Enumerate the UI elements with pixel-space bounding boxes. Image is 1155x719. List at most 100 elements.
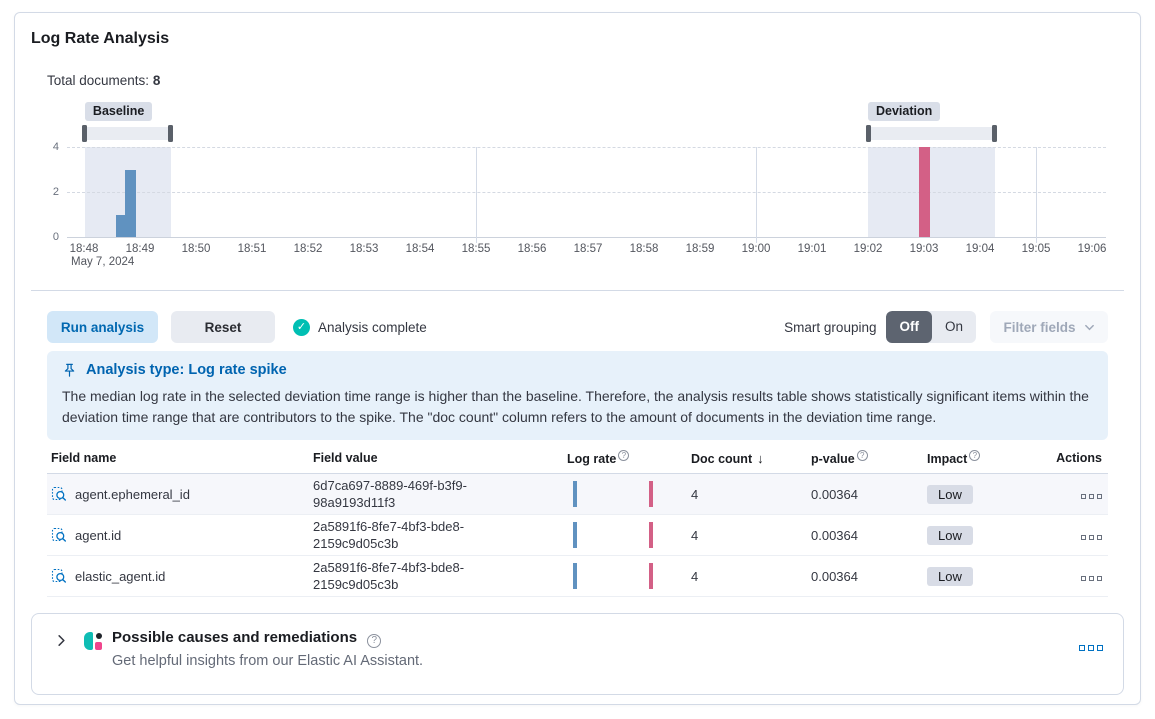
field-name: agent.ephemeral_id: [75, 486, 190, 502]
field-name: elastic_agent.id: [75, 568, 166, 584]
run-analysis-button[interactable]: Run analysis: [47, 311, 158, 343]
impact-cell: Low: [927, 566, 1037, 586]
filter-field-icon: [51, 569, 66, 583]
impact-badge: Low: [927, 525, 973, 545]
column-header-impact[interactable]: Impact?: [927, 450, 1037, 466]
impact-badge: Low: [927, 484, 973, 504]
field-name-cell[interactable]: agent.ephemeral_id: [47, 486, 313, 502]
x-axis-label: 18:58: [629, 243, 659, 255]
callout-body: The median log rate in the selected devi…: [62, 388, 1089, 425]
column-header-p-value[interactable]: p-value?: [811, 450, 927, 466]
field-name-cell[interactable]: elastic_agent.id: [47, 568, 313, 584]
x-axis-label: 19:02: [853, 243, 883, 255]
gridline-x-19:00: [756, 147, 757, 243]
field-name-cell[interactable]: agent.id: [47, 527, 313, 543]
elastic-ai-assistant-icon: [84, 632, 102, 651]
ai-assistant-panel: Possible causes and remediations ? Get h…: [31, 613, 1124, 696]
x-axis-label: 19:00: [741, 243, 771, 255]
deviation-brush[interactable]: [868, 127, 995, 140]
row-actions-icon[interactable]: [1081, 534, 1102, 540]
page-title: Log Rate Analysis: [31, 30, 170, 47]
column-header-log-rate[interactable]: Log rate?: [567, 450, 691, 466]
log-rate-deviation-bar: [649, 522, 653, 549]
help-icon[interactable]: ?: [367, 634, 382, 649]
field-value: 2a5891f6-8fe7-4bf3-bde8-2159c9d05c3b: [313, 519, 465, 552]
filter-field-icon: [51, 528, 66, 542]
total-documents: Total documents: 8: [47, 73, 1108, 88]
help-icon: ?: [618, 450, 630, 461]
y-axis-label: 0: [52, 231, 59, 243]
field-value: 6d7ca697-8889-469f-b3f9-98a9193d11f3: [313, 478, 467, 511]
p-value-cell: 0.00364: [811, 527, 858, 543]
deviation-bar: [919, 147, 930, 237]
field-value-cell: 2a5891f6-8fe7-4bf3-bde8-2159c9d05c3b: [313, 518, 567, 552]
p-value-cell: 0.00364: [811, 568, 858, 584]
gridline-y-4: [67, 147, 1106, 148]
field-value-cell: 2a5891f6-8fe7-4bf3-bde8-2159c9d05c3b: [313, 559, 567, 593]
smart-grouping-label: Smart grouping: [784, 319, 877, 335]
x-axis-label: 18:55: [461, 243, 491, 255]
deviation-badge: Deviation: [868, 102, 941, 121]
table-body: agent.ephemeral_id 6d7ca697-8889-469f-b3f…: [47, 474, 1108, 598]
chevron-right-icon: [58, 635, 65, 647]
log-rate-deviation-bar: [649, 563, 653, 590]
log-rate-deviation-bar: [649, 481, 653, 508]
document-count-chart: 0 2 4 Baseline Deviation 18:48 18:49 18:50 18:51…: [47, 102, 1108, 270]
ai-panel-title: Possible causes and remediations ?: [112, 628, 423, 649]
doc-count-cell: 4: [691, 527, 699, 543]
expand-panel-button[interactable]: [52, 631, 71, 653]
total-documents-label: Total documents:: [47, 73, 150, 88]
column-header-field-name[interactable]: Field name: [51, 451, 117, 466]
gridline-y-2: [67, 192, 1106, 193]
horizontal-divider: [31, 290, 1124, 291]
x-axis-label: 19:03: [909, 243, 939, 255]
column-header-actions: Actions: [1056, 451, 1102, 466]
check-circle-icon: ✓: [293, 318, 310, 336]
smart-grouping-off-button[interactable]: Off: [886, 311, 932, 343]
doc-count-cell: 4: [691, 486, 699, 502]
x-axis-label: 19:05: [1021, 243, 1051, 255]
sort-desc-icon: ↓: [757, 450, 764, 466]
baseline-badge: Baseline: [84, 102, 153, 121]
impact-badge: Low: [927, 566, 973, 586]
callout-title: Analysis type: Log rate spike: [86, 362, 287, 378]
y-axis-label: 2: [52, 186, 59, 198]
deviation-brush-handle-left[interactable]: [865, 125, 871, 142]
log-rate-cell: [567, 515, 691, 555]
filter-fields-button[interactable]: Filter fields: [990, 311, 1108, 343]
baseline-brush[interactable]: [84, 127, 171, 140]
x-axis-label: 18:54: [405, 243, 435, 255]
help-icon: ?: [969, 450, 981, 461]
row-actions-icon[interactable]: [1081, 493, 1102, 499]
field-name: agent.id: [75, 527, 122, 543]
smart-grouping-toggle: Off On: [886, 311, 976, 343]
column-header-field-value[interactable]: Field value: [313, 451, 378, 466]
log-rate-cell: [567, 556, 691, 596]
baseline-brush-handle-left[interactable]: [82, 125, 88, 142]
log-rate-baseline-bar: [573, 563, 577, 590]
panel-actions-icon[interactable]: [1079, 645, 1103, 652]
filter-field-icon: [51, 487, 66, 501]
x-axis-label: 18:48: [69, 243, 99, 255]
x-axis-label: 18:52: [293, 243, 323, 255]
row-actions-icon[interactable]: [1081, 575, 1102, 581]
analysis-status: ✓ Analysis complete: [293, 318, 427, 336]
analysis-status-label: Analysis complete: [318, 319, 427, 335]
table-row: agent.ephemeral_id 6d7ca697-8889-469f-b3f…: [47, 474, 1108, 516]
analysis-toolbar: Run analysis Reset ✓ Analysis complete S…: [47, 311, 1108, 343]
p-value-cell: 0.00364: [811, 486, 858, 502]
column-header-doc-count[interactable]: Doc count ↓: [691, 450, 764, 466]
log-rate-baseline-bar: [573, 481, 577, 508]
x-axis-date-label: May 7, 2024: [71, 256, 135, 268]
table-row: elastic_agent.id 2a5891f6-8fe7-4bf3-bde8-…: [47, 556, 1108, 598]
help-icon: ?: [856, 450, 868, 461]
table-header-row: Field name Field value Log rate? Doc cou…: [47, 450, 1108, 475]
x-axis-label: 19:06: [1077, 243, 1107, 255]
smart-grouping-on-button[interactable]: On: [944, 319, 963, 334]
baseline-brush-handle-right[interactable]: [168, 125, 174, 142]
pin-icon: [64, 363, 75, 377]
field-value: 2a5891f6-8fe7-4bf3-bde8-2159c9d05c3b: [313, 560, 465, 593]
x-axis-label: 18:49: [125, 243, 155, 255]
deviation-brush-handle-right[interactable]: [992, 125, 998, 142]
reset-button[interactable]: Reset: [171, 311, 275, 343]
